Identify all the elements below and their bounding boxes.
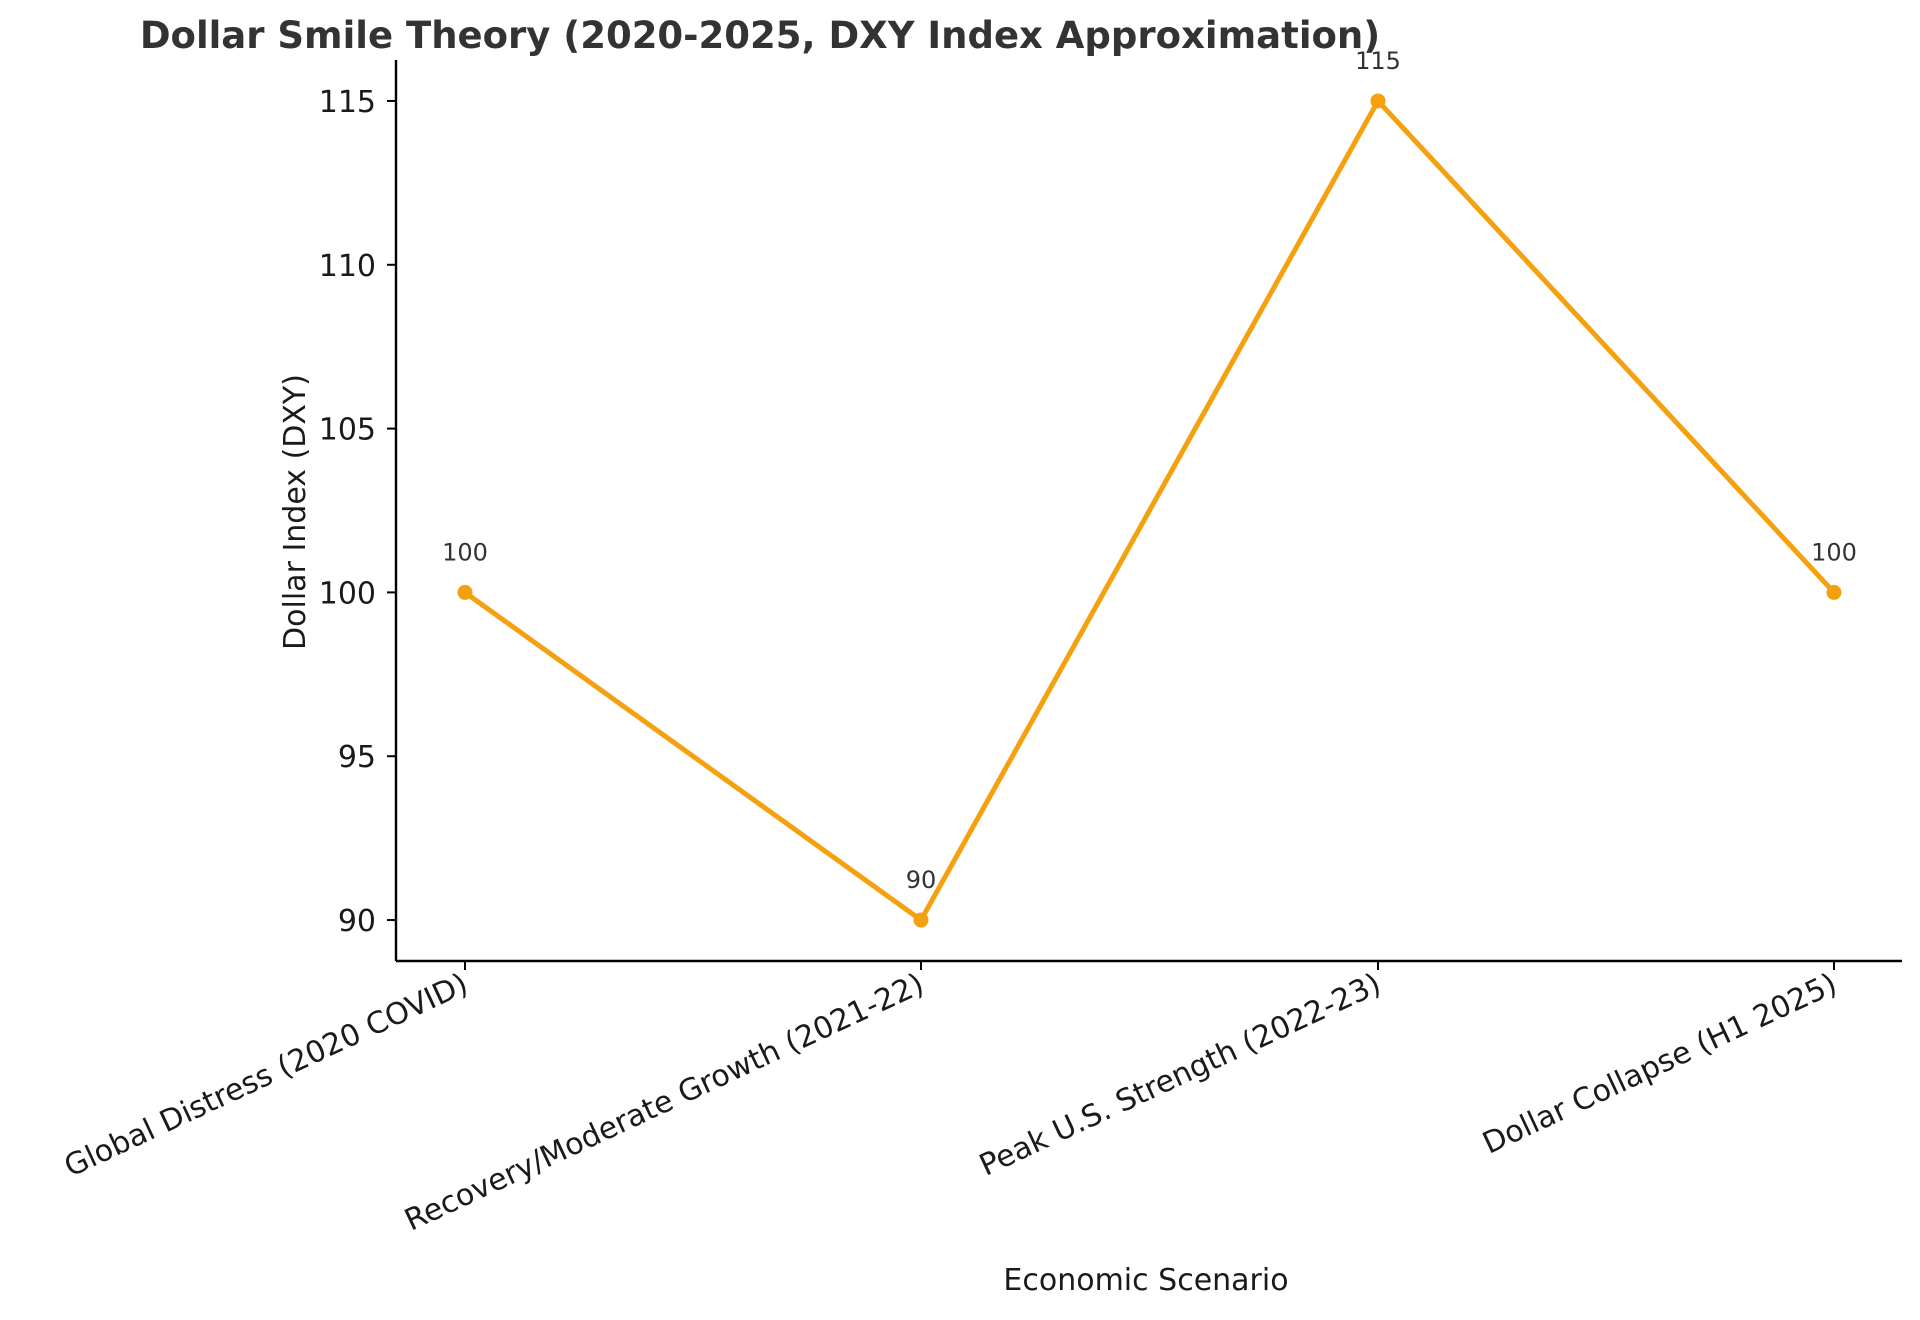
- data-point: [1826, 584, 1842, 600]
- x-axis: Global Distress (2020 COVID)Recovery/Mod…: [59, 959, 1902, 1239]
- y-tick-label: 90: [338, 904, 376, 939]
- y-tick-label: 105: [319, 413, 376, 448]
- plot-area: 100 90 115 100: [442, 47, 1857, 928]
- y-tick-label: 100: [319, 576, 376, 611]
- data-label: 100: [442, 538, 488, 566]
- y-tick-label: 95: [338, 740, 376, 775]
- y-axis: 90 95 100 105 110 115: [319, 60, 398, 961]
- data-point: [457, 584, 473, 600]
- y-tick-label: 110: [319, 249, 376, 284]
- data-label: 90: [906, 866, 937, 894]
- series-line: [462, 96, 1837, 924]
- data-point: [1370, 93, 1386, 109]
- data-point: [913, 912, 929, 928]
- data-label: 115: [1355, 47, 1401, 75]
- x-tick-label: Dollar Collapse (H1 2025): [1477, 967, 1842, 1162]
- x-tick-label: Recovery/Moderate Growth (2021-22): [400, 967, 930, 1239]
- y-tick-label: 115: [319, 85, 376, 120]
- data-label: 100: [1811, 538, 1857, 566]
- y-axis-label: Dollar Index (DXY): [278, 374, 313, 650]
- x-tick-label: Peak U.S. Strength (2022-23): [974, 967, 1386, 1184]
- chart-title: Dollar Smile Theory (2020-2025, DXY Inde…: [140, 14, 1380, 57]
- x-axis-label: Economic Scenario: [1003, 1263, 1288, 1298]
- x-tick-label: Global Distress (2020 COVID): [59, 967, 473, 1185]
